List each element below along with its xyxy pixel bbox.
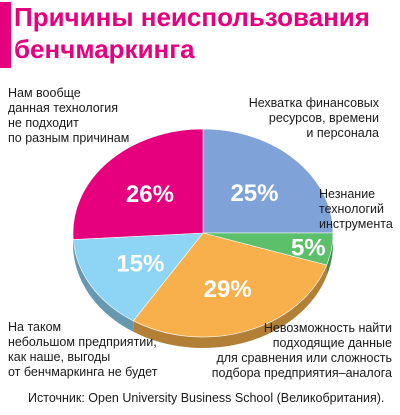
label-line: Незнание	[319, 187, 376, 201]
label-line: Невозможность найти	[263, 321, 392, 335]
label-no-comparable-data: Невозможность найти подходящие данные для …	[212, 321, 392, 381]
pie-slice-edge	[73, 239, 134, 332]
label-line: На таком	[8, 320, 62, 334]
chart-title-line-1: Причины неиспользования	[14, 2, 370, 32]
pie-value-label: 5%	[291, 234, 326, 261]
pie-value-label: 29%	[204, 276, 252, 303]
pie-slice	[202, 128, 334, 234]
pie-value-label: 25%	[230, 180, 278, 207]
label-not-suitable: Нам вообще данная технология не подходит по…	[8, 86, 129, 146]
pie-slice-edge	[326, 233, 333, 277]
title-block: Причины неиспользования бенчмаркинга	[0, 0, 400, 70]
pie-slice	[132, 232, 328, 338]
label-line: от бенчмаркинга не будет	[8, 365, 158, 379]
label-line: подбора предприятия–аналога	[211, 366, 392, 380]
pie-slice	[72, 232, 204, 322]
label-line: данная технология	[8, 101, 119, 115]
source-note: Источник: Open University Business Schoo…	[28, 391, 385, 405]
label-line: Нехватка финансовых	[248, 96, 379, 110]
pie-slices	[72, 128, 334, 338]
label-line: по разным причинам	[8, 131, 130, 145]
pie-value-labels: 25% 5% 29% 15% 26%	[116, 180, 325, 303]
label-line: инструмента	[319, 217, 393, 231]
label-line: Нам вообще	[8, 86, 81, 100]
title-accent-bar	[0, 2, 11, 68]
pie-slice-edge	[133, 265, 327, 348]
label-line: для сравнения или сложность	[216, 351, 392, 365]
label-line: как наше, выгоды	[8, 350, 111, 364]
label-line: технологий	[319, 202, 385, 216]
pie-value-label: 26%	[126, 181, 174, 208]
label-line: ресурсов, времени	[268, 111, 379, 125]
label-lack-of-resources: Нехватка финансовых ресурсов, времени и пе…	[249, 96, 379, 141]
label-line: и персонала	[306, 126, 379, 140]
label-line: подходящие данные	[272, 336, 392, 350]
label-line: не подходит	[8, 116, 79, 130]
label-unknown-technology: Незнание технологий инструмента	[319, 187, 393, 232]
label-small-enterprise: На таком небольшом предприятии, как наше, …	[8, 320, 157, 380]
label-line: небольшом предприятии,	[8, 335, 157, 349]
pie-value-label: 15%	[116, 251, 164, 278]
chart-title-line-2: бенчмаркинга	[14, 34, 195, 64]
pie-slice	[72, 128, 204, 240]
